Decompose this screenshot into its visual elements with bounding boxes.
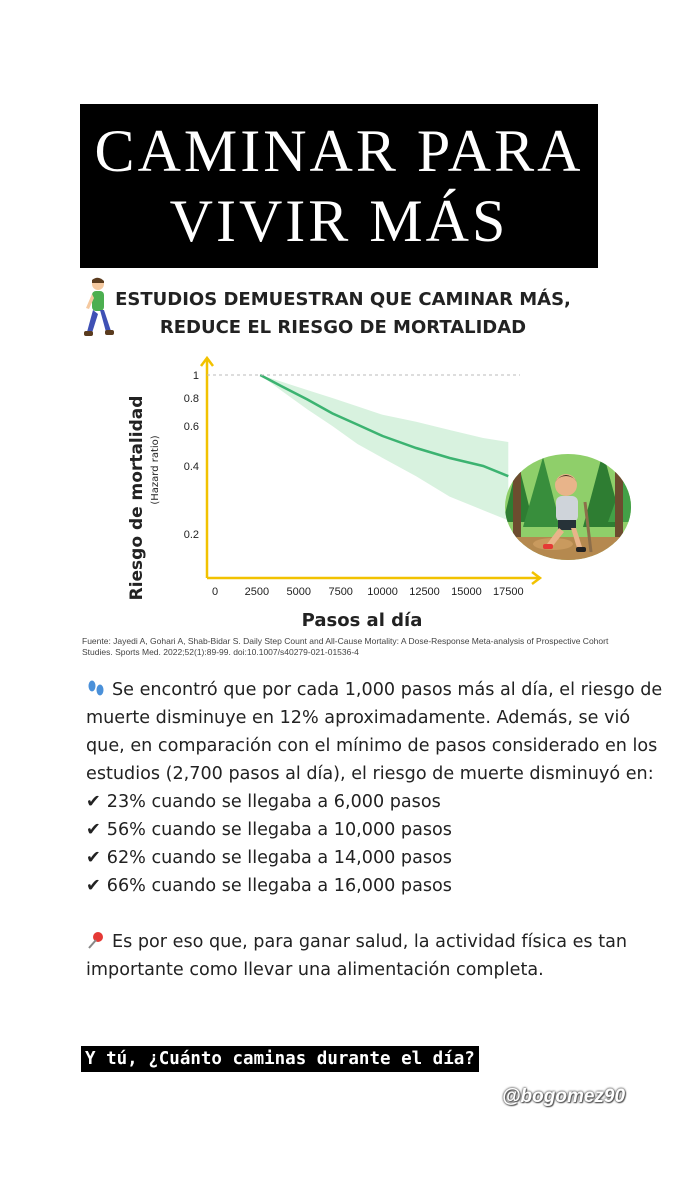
check-item: ✔ 23% cuando se llegaba a 6,000 pasos — [86, 788, 666, 816]
check-item-text: 56% cuando se llegaba a 10,000 pasos — [106, 820, 452, 840]
y-tick-label: 0.6 — [184, 421, 199, 433]
check-mark-icon: ✔ — [86, 792, 101, 812]
check-item: ✔ 66% cuando se llegaba a 16,000 pasos — [86, 872, 666, 900]
paragraph-findings: Se encontró que por cada 1,000 pasos más… — [86, 676, 666, 788]
x-tick-label: 12500 — [409, 586, 440, 598]
headline-line-1: ESTUDIOS DEMUESTRAN QUE CAMINAR MÁS, — [115, 289, 571, 310]
hiker-avatar — [505, 454, 631, 560]
x-axis-label: Pasos al día — [302, 610, 423, 631]
author-handle: @bogomez90 — [502, 1086, 626, 1107]
y-tick-label: 0.2 — [184, 529, 199, 541]
check-mark-icon: ✔ — [86, 820, 101, 840]
check-mark-icon: ✔ — [86, 876, 101, 896]
title-banner: CAMINAR PARA VIVIR MÁS — [80, 104, 598, 268]
findings-text: Se encontró que por cada 1,000 pasos más… — [86, 680, 663, 784]
mortality-chart: 0 2500 5000 7500 10000 12500 15000 17500 1 0.8 0.… — [127, 355, 543, 631]
walking-person-icon — [84, 277, 114, 336]
closing-question: Y tú, ¿Cuánto caminas durante el día? — [81, 1046, 479, 1072]
x-tick-label: 17500 — [493, 586, 524, 598]
check-mark-icon: ✔ — [86, 848, 101, 868]
x-tick-label: 5000 — [287, 586, 311, 598]
y-axis-sublabel: (Hazard ratio) — [150, 435, 161, 504]
paragraph-conclusion: Es por eso que, para ganar salud, la act… — [86, 928, 666, 984]
x-tick-label: 0 — [212, 586, 218, 598]
x-tick-label: 2500 — [245, 586, 269, 598]
footprints-icon — [88, 680, 104, 696]
check-item: ✔ 62% cuando se llegaba a 14,000 pasos — [86, 844, 666, 872]
headline-line-2: REDUCE EL RIESGO DE MORTALIDAD — [159, 317, 527, 338]
pushpin-icon — [88, 932, 103, 949]
x-tick-label: 15000 — [451, 586, 482, 598]
series-line — [259, 373, 509, 478]
title-line-2: VIVIR MÁS — [169, 188, 509, 254]
body-text: Se encontró que por cada 1,000 pasos más… — [86, 676, 666, 984]
x-tick-label: 7500 — [328, 586, 352, 598]
y-axis-arrow — [200, 355, 214, 367]
y-axis-label: Riesgo de mortalidad — [127, 396, 147, 601]
x-tick-label: 10000 — [367, 586, 398, 598]
y-tick-label: 0.4 — [184, 461, 199, 473]
x-axis-arrow — [531, 571, 543, 585]
check-item-text: 62% cuando se llegaba a 14,000 pasos — [106, 848, 452, 868]
source-citation: Fuente: Jayedi A, Gohari A, Shab-Bidar S… — [82, 636, 609, 657]
check-item-text: 23% cuando se llegaba a 6,000 pasos — [106, 792, 441, 812]
y-tick-label: 0.8 — [184, 393, 199, 405]
check-item-text: 66% cuando se llegaba a 16,000 pasos — [106, 876, 452, 896]
conclusion-text: Es por eso que, para ganar salud, la act… — [86, 932, 628, 980]
check-item: ✔ 56% cuando se llegaba a 10,000 pasos — [86, 816, 666, 844]
y-tick-label: 1 — [193, 370, 199, 382]
confidence-band — [260, 375, 509, 521]
headline: ESTUDIOS DEMUESTRAN QUE CAMINAR MÁS, RED… — [108, 286, 578, 342]
title-line-1: CAMINAR PARA — [94, 118, 584, 184]
